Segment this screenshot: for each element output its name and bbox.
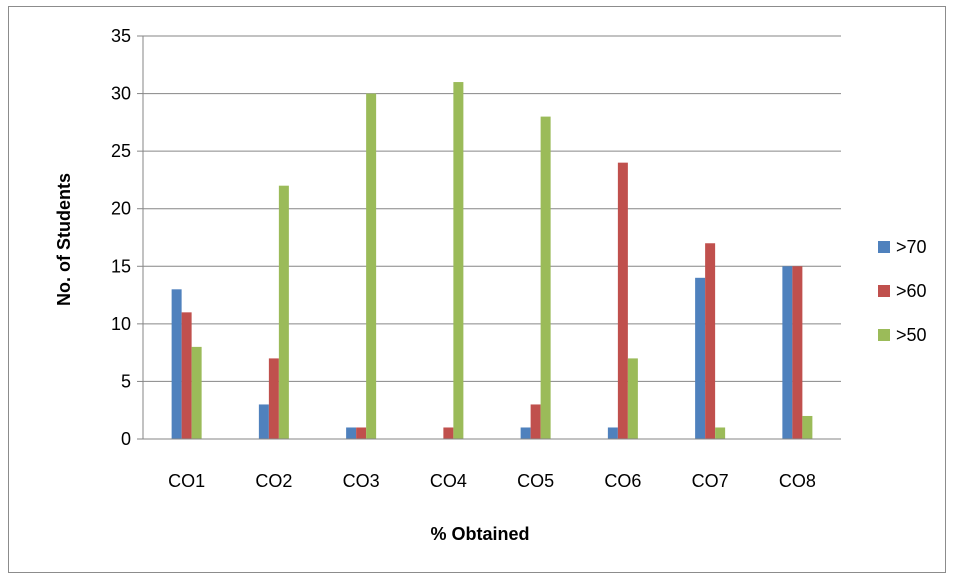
bar-co1-series-3 (191, 346, 202, 439)
x-tick-label: CO2 (255, 471, 292, 491)
legend-swatch (878, 329, 890, 341)
bar-co5-series-3 (540, 116, 551, 439)
bar-co7-series-3 (715, 427, 726, 439)
bar-co7-series-1 (695, 277, 706, 439)
legend-label: >70 (896, 237, 927, 257)
y-axis-title: No. of Students (54, 173, 74, 306)
bars (171, 82, 813, 440)
bar-co6-series-3 (627, 358, 638, 439)
bar-co8-series-2 (792, 266, 803, 439)
bar-co3-series-3 (366, 93, 377, 440)
bar-co1-series-2 (181, 312, 192, 439)
bar-co5-series-2 (530, 404, 541, 439)
legend: >70 >60 >50 (878, 237, 927, 345)
x-tick-label: CO1 (168, 471, 205, 491)
bar-co4-series-2 (443, 427, 454, 439)
bar-co5-series-1 (520, 427, 531, 439)
bar-co2-series-3 (278, 185, 289, 439)
legend-label: >50 (896, 325, 927, 345)
legend-label: >60 (896, 281, 927, 301)
x-tick-label: CO8 (779, 471, 816, 491)
x-axis-title: % Obtained (430, 524, 529, 544)
bar-co3-series-1 (346, 427, 357, 439)
bar-co6-series-1 (607, 427, 618, 439)
x-tick-label: CO3 (343, 471, 380, 491)
bar-co1-series-1 (171, 289, 182, 439)
x-tick-label: CO5 (517, 471, 554, 491)
legend-swatch (878, 241, 890, 253)
x-tick-label: CO4 (430, 471, 467, 491)
gridlines (143, 35, 841, 382)
y-tick-label: 20 (111, 199, 131, 219)
x-tick-labels: CO1 CO2 CO3 CO4 CO5 CO6 CO7 CO8 (168, 471, 816, 491)
bar-co7-series-2 (705, 243, 716, 439)
bar-co2-series-2 (268, 358, 279, 439)
y-tick-label: 30 (111, 84, 131, 104)
y-tick-label: 15 (111, 256, 131, 276)
x-tick-label: CO6 (604, 471, 641, 491)
bar-co3-series-2 (356, 427, 367, 439)
y-tick-label: 25 (111, 141, 131, 161)
bar-co8-series-1 (782, 266, 793, 439)
bar-co4-series-3 (453, 82, 464, 440)
bar-co2-series-1 (258, 404, 269, 439)
y-tick-label: 0 (121, 429, 131, 449)
bar-co8-series-3 (802, 415, 813, 439)
y-tick-label: 5 (121, 371, 131, 391)
y-tick-label: 10 (111, 314, 131, 334)
x-tick-label: CO7 (692, 471, 729, 491)
y-tick-label: 35 (111, 26, 131, 46)
bar-co6-series-2 (617, 162, 628, 439)
y-tick-labels: 0 5 10 15 20 25 30 35 (111, 26, 143, 449)
legend-swatch (878, 285, 890, 297)
